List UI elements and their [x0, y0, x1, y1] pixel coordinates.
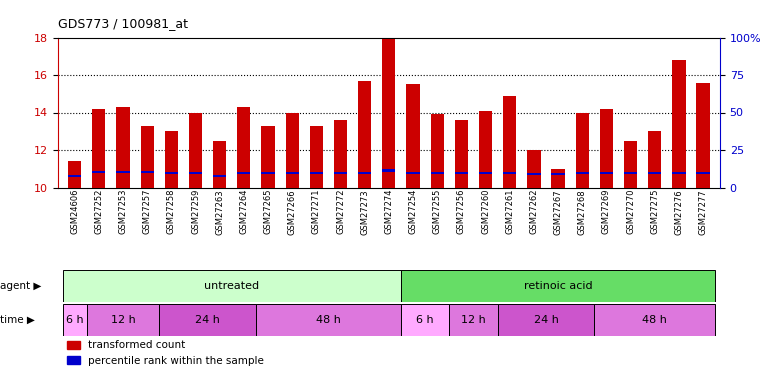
Bar [455, 172, 468, 174]
Bar [62, 270, 401, 302]
Bar [334, 172, 347, 174]
Bar [455, 120, 468, 188]
Bar [92, 171, 105, 174]
Bar [256, 304, 401, 336]
Bar [575, 112, 589, 188]
Bar [594, 304, 715, 336]
Bar [165, 172, 178, 174]
Bar [261, 126, 275, 188]
Bar [92, 109, 105, 188]
Bar [358, 172, 371, 174]
Bar [624, 141, 638, 188]
Bar [401, 270, 715, 302]
Bar [116, 171, 129, 174]
Bar [407, 84, 420, 188]
Text: 6 h: 6 h [417, 315, 434, 325]
Bar [213, 175, 226, 177]
Bar [696, 172, 710, 174]
Bar [600, 109, 613, 188]
Bar [310, 172, 323, 174]
Bar [479, 172, 492, 174]
Text: 6 h: 6 h [66, 315, 83, 325]
Bar [575, 172, 589, 174]
Bar [189, 172, 203, 174]
Text: GDS773 / 100981_at: GDS773 / 100981_at [58, 17, 188, 30]
Bar [382, 39, 396, 188]
Bar [672, 172, 685, 174]
Bar [527, 173, 541, 176]
Bar [286, 112, 299, 188]
Text: 12 h: 12 h [461, 315, 486, 325]
Bar [237, 172, 250, 174]
Bar [551, 169, 564, 188]
Bar [430, 114, 444, 188]
Bar [141, 171, 154, 174]
Bar [648, 131, 661, 188]
Bar [116, 107, 129, 188]
Text: 48 h: 48 h [316, 315, 341, 325]
Text: 12 h: 12 h [111, 315, 136, 325]
Bar [189, 112, 203, 188]
Bar [624, 172, 638, 174]
Bar [672, 60, 685, 188]
Bar [68, 161, 82, 188]
Bar [68, 175, 82, 177]
Text: 48 h: 48 h [642, 315, 667, 325]
Bar [648, 172, 661, 174]
Bar [527, 150, 541, 188]
Bar [62, 304, 87, 336]
Text: untreated: untreated [204, 281, 259, 291]
Bar [479, 111, 492, 188]
Bar [358, 81, 371, 188]
Bar [407, 172, 420, 174]
Bar [159, 304, 256, 336]
Bar [503, 96, 517, 188]
Bar [334, 120, 347, 188]
Bar [237, 107, 250, 188]
Bar [213, 141, 226, 188]
Bar [141, 126, 154, 188]
Bar [87, 304, 159, 336]
Bar [310, 126, 323, 188]
Text: 24 h: 24 h [195, 315, 220, 325]
Text: agent ▶: agent ▶ [0, 281, 42, 291]
Bar [286, 172, 299, 174]
Bar [449, 304, 497, 336]
Bar [430, 172, 444, 174]
Bar [600, 172, 613, 174]
Bar [497, 304, 594, 336]
Text: retinoic acid: retinoic acid [524, 281, 592, 291]
Bar [382, 169, 396, 172]
Text: time ▶: time ▶ [0, 315, 35, 325]
Bar [696, 82, 710, 188]
Legend: transformed count, percentile rank within the sample: transformed count, percentile rank withi… [63, 336, 268, 370]
Text: 24 h: 24 h [534, 315, 558, 325]
Bar [261, 172, 275, 174]
Bar [401, 304, 449, 336]
Bar [503, 172, 517, 174]
Bar [165, 131, 178, 188]
Bar [551, 173, 564, 176]
